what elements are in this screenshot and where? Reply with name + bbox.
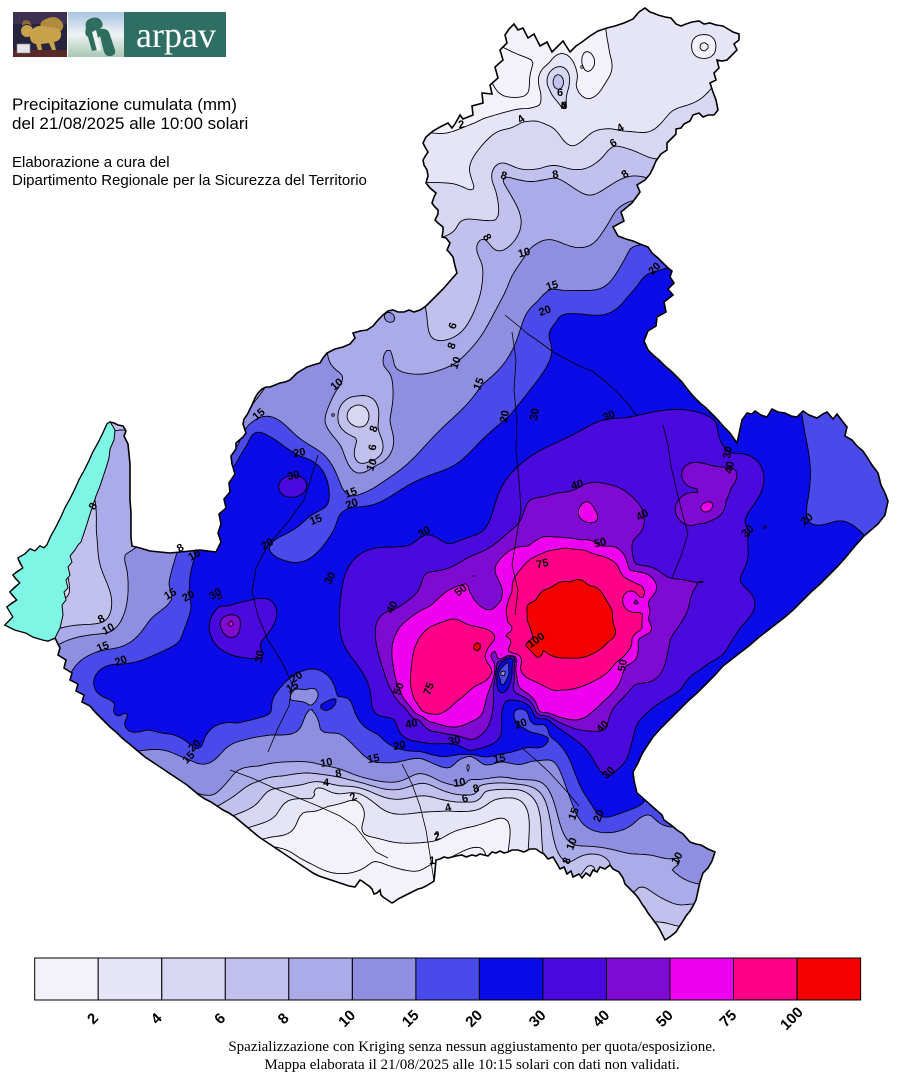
svg-text:2: 2 [457, 119, 465, 132]
svg-text:30: 30 [207, 586, 224, 603]
svg-text:6: 6 [557, 87, 563, 99]
svg-text:10: 10 [517, 246, 532, 261]
svg-text:8: 8 [560, 856, 573, 866]
svg-text:8: 8 [87, 501, 100, 512]
svg-text:50: 50 [593, 536, 608, 551]
svg-text:40: 40 [634, 507, 651, 524]
svg-text:arpav: arpav [136, 15, 216, 55]
svg-text:20: 20 [513, 716, 529, 731]
svg-text:10: 10 [364, 457, 379, 473]
svg-text:40: 40 [384, 599, 401, 616]
svg-text:30: 30 [253, 649, 267, 663]
svg-text:Spazializzazione con Kriging s: Spazializzazione con Kriging senza nessu… [228, 1039, 715, 1055]
svg-text:15: 15 [366, 752, 380, 766]
svg-text:10: 10 [319, 756, 333, 770]
svg-text:30: 30 [721, 445, 735, 459]
svg-text:6: 6 [608, 137, 619, 150]
svg-text:40: 40 [404, 717, 418, 731]
svg-text:30: 30 [286, 469, 300, 483]
svg-text:Precipitazione cumulata (mm): Precipitazione cumulata (mm) [12, 95, 237, 114]
svg-text:Elaborazione a cura del: Elaborazione a cura del [12, 154, 170, 171]
svg-text:4: 4 [323, 777, 330, 789]
svg-text:30: 30 [447, 734, 461, 748]
svg-text:50: 50 [391, 681, 406, 697]
svg-text:30: 30 [528, 407, 542, 421]
svg-text:8: 8 [619, 168, 631, 181]
svg-text:2: 2 [348, 791, 359, 804]
svg-text:20: 20 [392, 739, 406, 753]
svg-text:50: 50 [616, 658, 630, 672]
svg-text:20: 20 [292, 446, 306, 460]
svg-text:75: 75 [421, 681, 436, 697]
svg-text:6: 6 [367, 443, 380, 451]
svg-text:4: 4 [444, 801, 454, 814]
svg-text:2: 2 [433, 831, 442, 844]
svg-text:4: 4 [561, 100, 568, 112]
svg-text:10: 10 [669, 850, 686, 867]
svg-text:20: 20 [537, 303, 553, 318]
svg-text:8: 8 [96, 613, 107, 626]
svg-text:30: 30 [416, 524, 433, 541]
svg-text:8: 8 [472, 783, 481, 796]
svg-text:8: 8 [367, 424, 380, 434]
svg-text:1: 1 [429, 855, 435, 867]
svg-text:30: 30 [322, 570, 339, 587]
svg-text:40: 40 [723, 460, 737, 474]
svg-text:20: 20 [288, 669, 305, 686]
svg-text:20: 20 [344, 496, 360, 511]
svg-text:Dipartimento Regionale per la: Dipartimento Regionale per la Sicurezza … [12, 172, 367, 189]
svg-text:8: 8 [551, 169, 559, 182]
svg-text:6: 6 [446, 321, 459, 331]
svg-text:15: 15 [471, 376, 486, 392]
svg-text:del 21/08/2025 alle 10:00 sola: del 21/08/2025 alle 10:00 solari [12, 114, 248, 133]
svg-text:15: 15 [284, 679, 301, 696]
svg-text:8: 8 [175, 542, 186, 555]
svg-text:6: 6 [461, 793, 470, 806]
svg-text:15: 15 [95, 639, 111, 654]
svg-text:20: 20 [113, 653, 129, 668]
svg-text:15: 15 [343, 485, 359, 500]
svg-text:8: 8 [499, 170, 508, 183]
svg-text:20: 20 [259, 536, 276, 553]
svg-text:15: 15 [492, 752, 506, 766]
svg-text:75: 75 [535, 557, 549, 571]
svg-text:10: 10 [448, 355, 463, 371]
svg-text:15: 15 [162, 586, 179, 603]
svg-text:10: 10 [100, 621, 117, 638]
svg-text:15: 15 [545, 279, 560, 294]
svg-text:8: 8 [445, 341, 458, 351]
svg-text:15: 15 [308, 512, 324, 527]
svg-text:15: 15 [566, 806, 581, 822]
svg-text:20: 20 [498, 409, 512, 423]
svg-text:Mappa elaborata il 21/08/2025: Mappa elaborata il 21/08/2025 alle 10:15… [264, 1057, 679, 1073]
svg-text:10: 10 [452, 776, 466, 790]
svg-text:40: 40 [570, 478, 585, 493]
svg-text:8: 8 [334, 768, 342, 781]
svg-text:10: 10 [564, 836, 579, 852]
svg-text:20: 20 [180, 588, 197, 605]
svg-text:20: 20 [591, 808, 606, 824]
svg-text:8: 8 [480, 232, 493, 243]
svg-text:10: 10 [186, 547, 203, 564]
svg-text:30: 30 [601, 408, 617, 423]
